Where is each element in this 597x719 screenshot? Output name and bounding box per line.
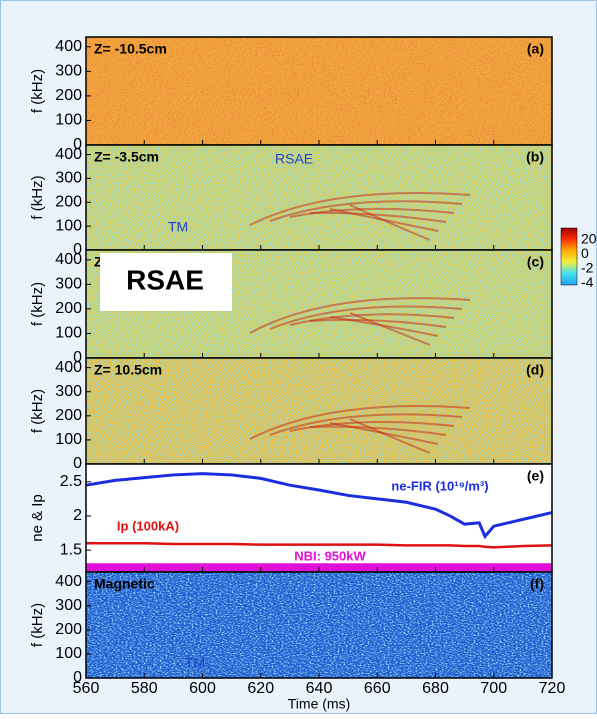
mode-streak [329,422,439,445]
mode-streak [289,313,455,326]
series-label: Ip (100kA) [117,518,179,533]
x-tick-label: 700 [480,680,507,697]
note-box [100,253,232,311]
y-tick-label: 2.5 [60,473,82,490]
x-tick-label: 660 [364,680,391,697]
y-tick-label: 100 [55,431,82,448]
y-tick-label: 400 [55,251,82,268]
y-tick-label: 0 [73,455,82,472]
y-axis-label: f (kHz) [29,175,46,219]
colorbar-tick-label: -4 [581,274,594,290]
colorbar [560,227,578,286]
mode-streak [309,425,447,436]
annotation: RSAE [126,264,204,295]
x-tick-label: 580 [131,680,158,697]
series-label: NBI: 950kW [294,548,366,563]
panel-letter: (f) [530,576,544,592]
y-tick-label: 300 [55,170,82,187]
y-tick-label: 300 [55,383,82,400]
panel-letter: (b) [526,149,544,165]
mode-streak [249,405,471,440]
y-tick-label: 100 [55,217,82,234]
mode-streak [329,208,439,232]
panel-letter: (c) [527,254,544,270]
annotation: RSAE [275,151,313,167]
annotation: TM [168,219,188,235]
y-tick-label: 2 [73,507,82,524]
x-tick-label: 620 [247,680,274,697]
y-axis-label: f (kHz) [29,603,46,647]
mode-streak [249,192,471,226]
y-tick-label: 100 [55,325,82,342]
x-tick-label: 720 [539,680,566,697]
mode-streak [289,421,455,432]
mode-streak [349,204,431,241]
colorbar-tick-label: 0 [581,245,589,261]
mode-streak [269,413,463,436]
y-tick-label: 200 [55,407,82,424]
panel-letter: (e) [527,468,544,484]
y-tick-label: 0 [73,136,82,153]
spectrogram-texture [86,572,552,678]
spectrogram-texture [86,145,552,250]
panel-label: Z= -3.5cm [94,149,159,165]
y-axis-label: f (kHz) [29,389,46,433]
colorbar-tick-label: -2 [581,260,594,276]
mode-streak [349,418,431,454]
y-tick-label: 0 [73,349,82,366]
panel-label: Magnetic [94,576,155,592]
panel-letter: (d) [526,362,544,378]
y-tick-label: 200 [55,87,82,104]
mode-streak [309,318,447,328]
series-line [85,472,553,540]
y-tick-label: 400 [55,38,82,55]
x-tick-label: 600 [189,680,216,697]
y-axis-label: f (kHz) [29,282,46,326]
mode-streak [309,211,447,223]
annotation: TM [185,655,205,671]
spectrogram-texture [86,37,552,145]
y-tick-label: 300 [55,597,82,614]
panel-label: Z= -10.5cm [94,41,167,57]
x-tick-label: 680 [422,680,449,697]
mode-streak [349,312,431,346]
y-tick-label: 0 [73,669,82,686]
panel-label: Z= 10.5cm [94,362,162,378]
mode-streak [249,297,471,334]
y-tick-label: 100 [55,112,82,129]
x-tick-label: 560 [73,680,100,697]
y-tick-label: 200 [55,300,82,317]
mode-streak [269,305,463,330]
series-label: ne-FIR (10¹⁹/m³) [391,478,488,493]
y-tick-label: 300 [55,63,82,80]
y-tick-label: 100 [55,645,82,662]
y-tick-label: 400 [55,359,82,376]
y-tick-label: 400 [55,146,82,163]
y-tick-label: 0 [73,241,82,258]
y-tick-label: 200 [55,621,82,638]
x-tick-label: 640 [306,680,333,697]
y-tick-label: 1.5 [60,541,82,558]
panel-letter: (a) [527,41,544,57]
mode-streak [289,207,455,218]
plot-frame [85,571,553,679]
colorbar-tick-label: 20 [581,231,597,247]
plot-background [86,464,552,572]
y-tick-label: 300 [55,276,82,293]
spectrogram-texture [86,358,552,464]
y-axis-label: f (kHz) [29,69,46,113]
series-line [86,542,553,549]
y-tick-label: 200 [55,193,82,210]
x-axis-label: Time (ms) [288,696,350,712]
y-tick-label: 400 [55,573,82,590]
y-axis-label: ne & Ip [29,494,46,542]
mode-streak [329,316,439,337]
mode-streak [269,200,463,222]
